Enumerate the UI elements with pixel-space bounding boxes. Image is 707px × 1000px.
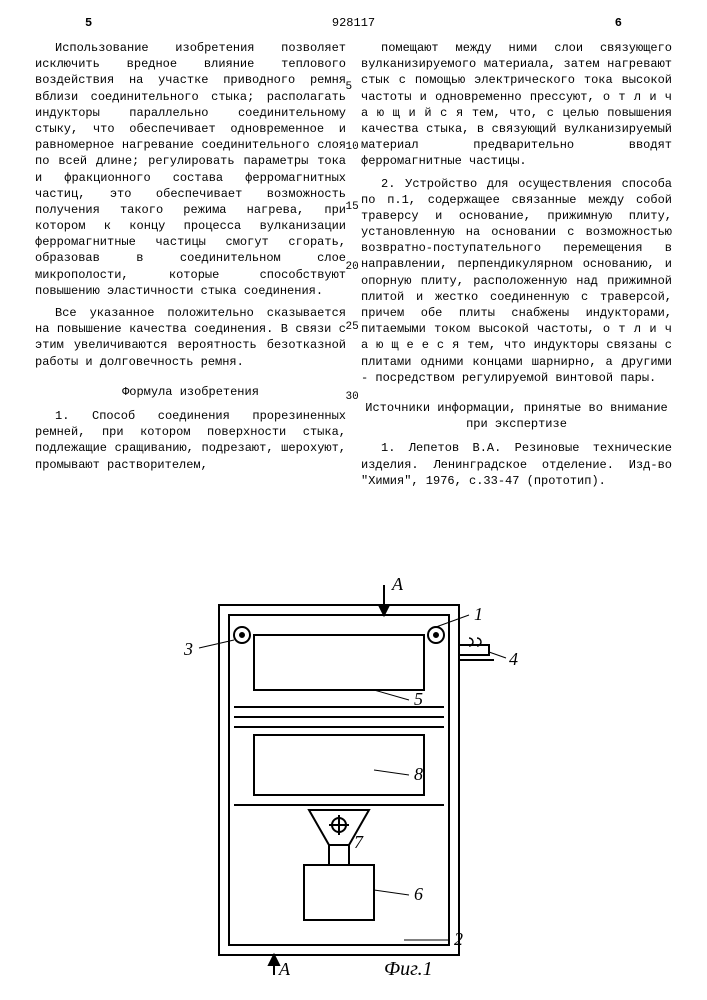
- paragraph: 2. Устройство для осуществления способа …: [361, 176, 672, 386]
- leader-line: [374, 770, 409, 775]
- callout-label: 8: [414, 764, 423, 784]
- section-label: A: [391, 574, 404, 594]
- leader-line: [374, 890, 409, 895]
- section-title: Формула изобретения: [35, 384, 346, 400]
- callout-label: 7: [354, 832, 364, 852]
- page-number-left: 5: [85, 15, 92, 31]
- column-right: помещают между ними слои связующего вулк…: [361, 40, 672, 495]
- figure-caption: Фиг.1: [384, 958, 433, 980]
- column-left: Использование изобретения позволяет искл…: [35, 40, 346, 495]
- page-number-right: 6: [615, 15, 622, 31]
- patent-number: 928117: [332, 15, 375, 31]
- pivot-icon: [434, 633, 438, 637]
- pivot-icon: [240, 633, 244, 637]
- figure-svg: 1 3 4 5 8 7 6 2 A A Фиг.1: [174, 560, 534, 980]
- block-bottom: [304, 865, 374, 920]
- paragraph: Все указанное положительно сказывается н…: [35, 305, 346, 370]
- arrow-up-icon: [269, 955, 279, 965]
- leader-line: [436, 615, 469, 627]
- handle-body: [459, 645, 489, 655]
- section-title: Источники информации, принятые во вниман…: [361, 400, 672, 432]
- paragraph: 1. Лепетов В.А. Резиновые технические из…: [361, 440, 672, 489]
- callout-label: 3: [183, 639, 193, 659]
- leader-line: [374, 690, 409, 700]
- block-middle: [254, 735, 424, 795]
- block-top: [254, 635, 424, 690]
- arrow-down-icon: [379, 605, 389, 615]
- paragraph: Использование изобретения позволяет искл…: [35, 40, 346, 299]
- text-columns: Использование изобретения позволяет искл…: [0, 40, 707, 495]
- callout-label: 2: [454, 929, 463, 949]
- figure-1: 1 3 4 5 8 7 6 2 A A Фиг.1: [174, 560, 534, 980]
- callout-label: 5: [414, 689, 423, 709]
- callout-label: 6: [414, 884, 423, 904]
- leader-line: [489, 652, 506, 658]
- callout-label: 1: [474, 604, 483, 624]
- paragraph: 1. Способ соединения прорезиненных ремне…: [35, 408, 346, 473]
- paragraph: помещают между ними слои связующего вулк…: [361, 40, 672, 170]
- section-label: A: [278, 959, 291, 979]
- callout-label: 4: [509, 649, 518, 669]
